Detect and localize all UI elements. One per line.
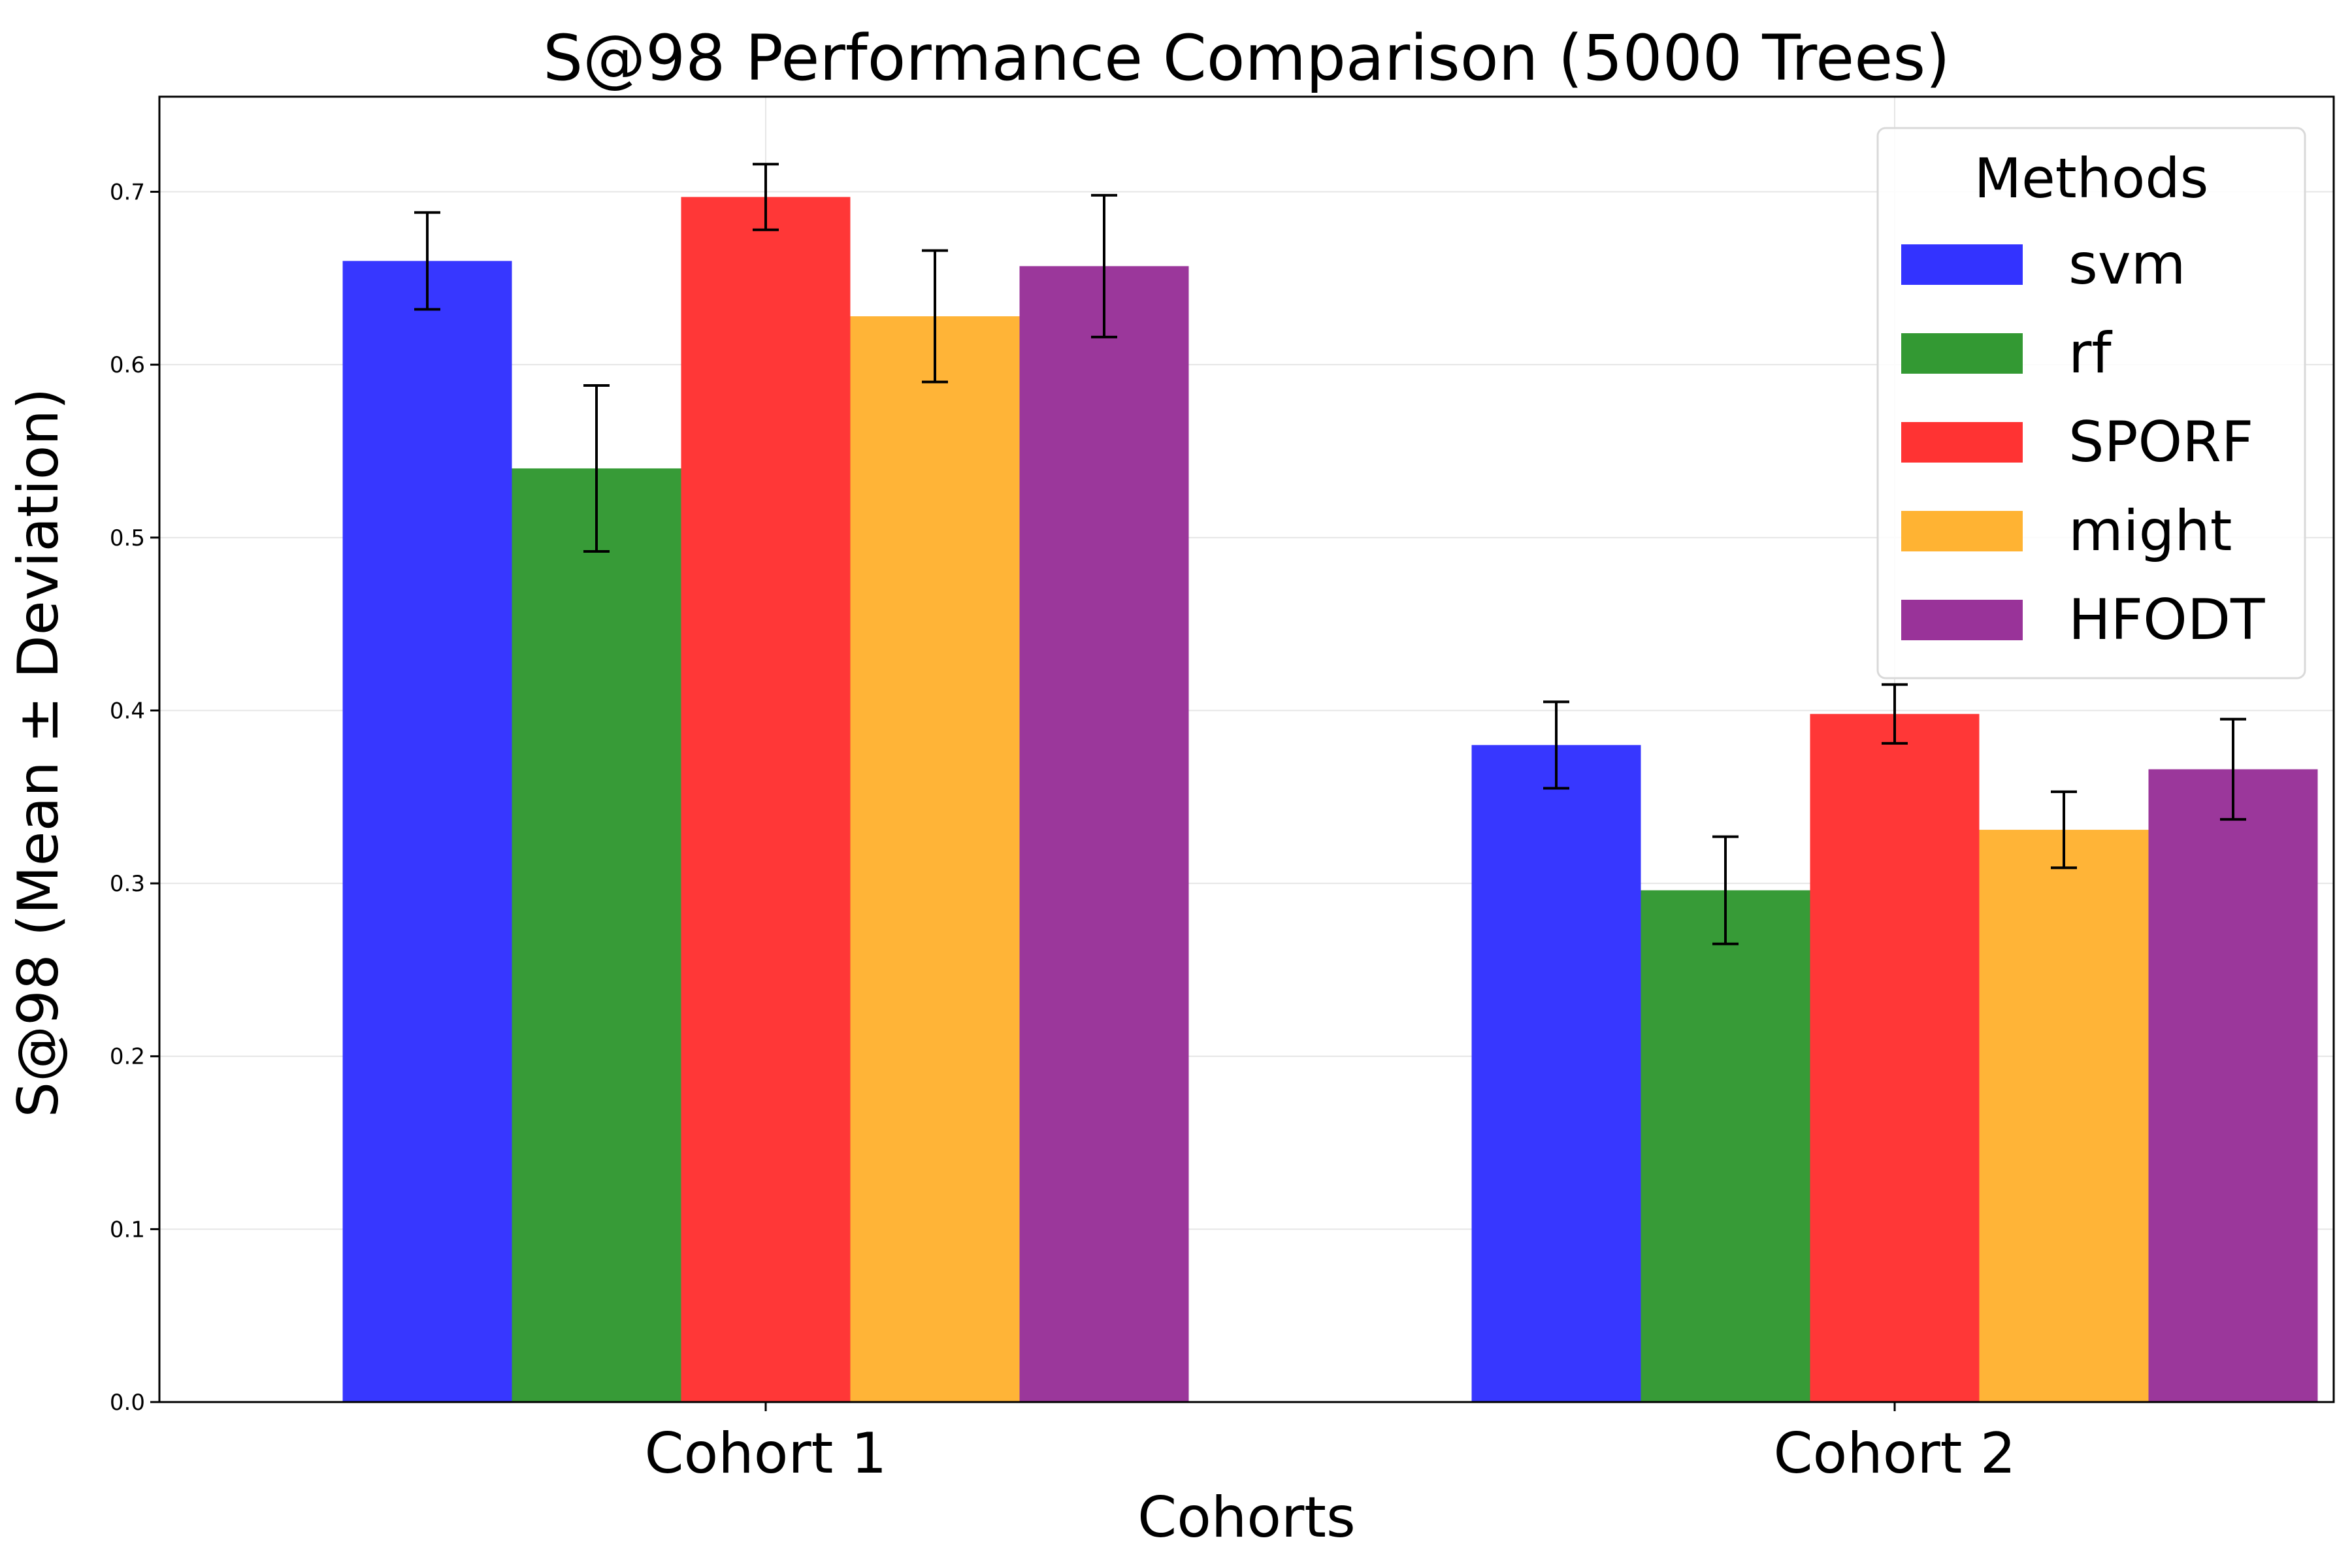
legend-item-might: might — [1901, 498, 2232, 564]
bar-svm-1 — [342, 261, 512, 1403]
plot-frame — [158, 95, 2335, 1403]
legend-label: HFODT — [2068, 587, 2265, 653]
bar-hfodt-2 — [2148, 769, 2318, 1402]
legend-swatch — [1901, 600, 2023, 640]
error-bar-might-2 — [2051, 790, 2077, 870]
x-axis: Cohort 1 Cohort 2 — [645, 1402, 2016, 1486]
bar-sporf-2 — [1810, 713, 1980, 1402]
legend-swatch — [1901, 244, 2023, 285]
legend-swatch — [1901, 422, 2023, 463]
legend-swatch — [1901, 511, 2023, 551]
chart-title: S@98 Performance Comparison (5000 Trees) — [543, 22, 1950, 95]
x-tick-label: Cohort 1 — [645, 1421, 887, 1486]
y-tick-label: 0.4 — [110, 698, 145, 724]
bar-svm-2 — [1471, 745, 1641, 1402]
bar-might-2 — [1979, 830, 2149, 1402]
error-bar-hfodt-1 — [1091, 193, 1117, 338]
error-bar-sporf-1 — [753, 163, 779, 231]
legend-item-hfodt: HFODT — [1901, 587, 2265, 653]
error-bar-hfodt-2 — [2220, 717, 2246, 821]
legend-item-sporf: SPORF — [1901, 410, 2253, 475]
y-tick-label: 0.3 — [110, 871, 145, 897]
y-axis: 0.0 0.1 0.2 0.3 0.4 0.5 0.6 0.7 — [110, 180, 159, 1416]
y-tick-label: 0.1 — [110, 1217, 145, 1243]
y-tick-label: 0.0 — [110, 1390, 145, 1416]
error-bar-rf-1 — [583, 384, 610, 553]
y-tick-label: 0.7 — [110, 180, 145, 206]
error-bars-layer — [414, 163, 2246, 945]
bar-rf-2 — [1641, 890, 1810, 1402]
legend-item-svm: svm — [1901, 232, 2185, 297]
error-bar-svm-2 — [1543, 700, 1569, 790]
legend: Methods svm rf SPORF might HFODT — [1876, 127, 2306, 679]
legend-label: SPORF — [2068, 410, 2253, 475]
y-tick-label: 0.6 — [110, 352, 145, 378]
legend-label: svm — [2068, 232, 2185, 297]
bar-hfodt-1 — [1019, 266, 1189, 1403]
error-bar-svm-1 — [414, 211, 440, 311]
error-bar-sporf-2 — [1882, 683, 1908, 745]
bars-layer — [342, 197, 2318, 1403]
bar-sporf-1 — [681, 197, 851, 1402]
legend-swatch — [1901, 333, 2023, 374]
y-tick-label: 0.2 — [110, 1044, 145, 1070]
bar-rf-1 — [512, 468, 681, 1403]
legend-title: Methods — [1974, 146, 2209, 210]
error-bar-might-1 — [922, 249, 948, 384]
x-tick-label: Cohort 2 — [1774, 1421, 2016, 1486]
bar-might-1 — [850, 316, 1020, 1402]
legend-label: might — [2068, 498, 2232, 564]
y-tick-label: 0.5 — [110, 525, 145, 551]
legend-item-rf: rf — [1901, 321, 2112, 386]
error-bar-rf-2 — [1712, 835, 1739, 945]
y-axis-label: S@98 (Mean ± Deviation) — [6, 388, 71, 1118]
legend-label: rf — [2068, 321, 2112, 386]
x-axis-label: Cohorts — [1137, 1485, 1356, 1550]
